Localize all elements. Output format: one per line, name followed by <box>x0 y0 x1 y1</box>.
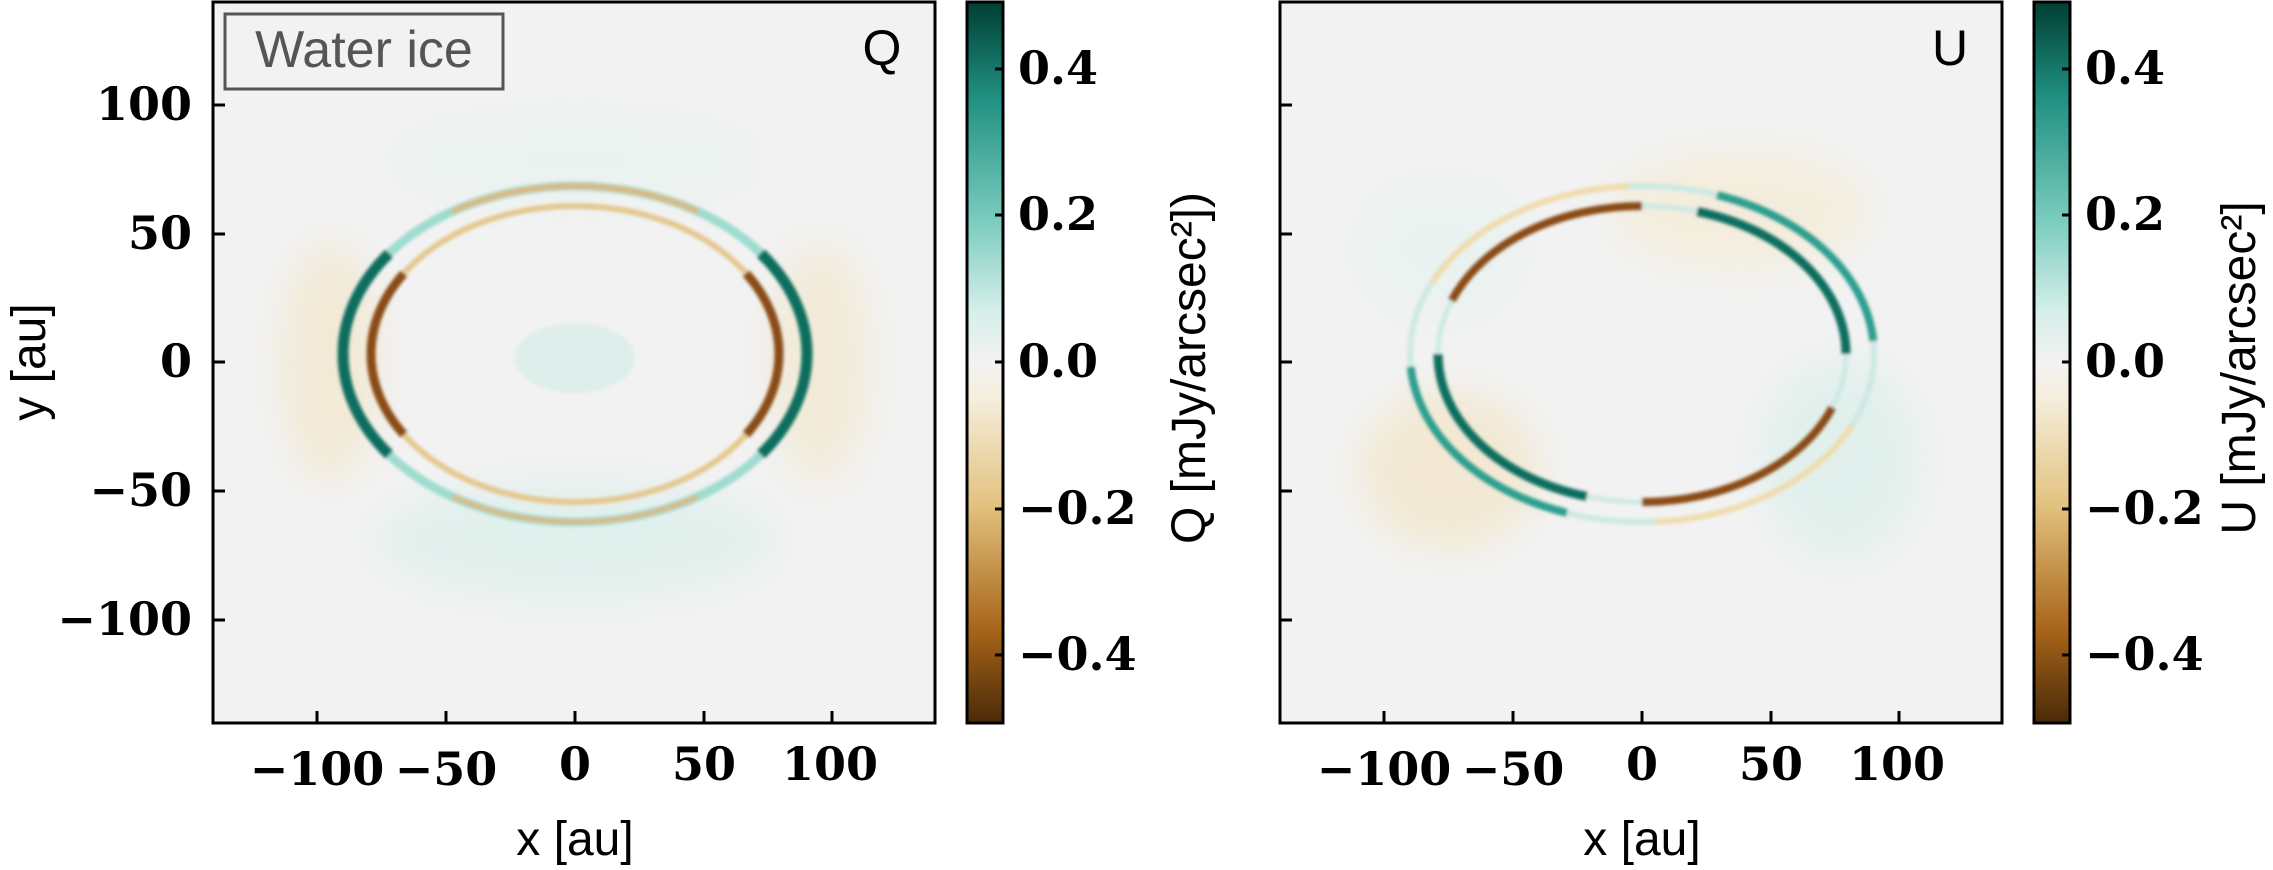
annotation-box <box>223 12 505 91</box>
u-inner-ring-lower-left <box>1433 201 1851 507</box>
q-x-tick-label: 100 <box>782 737 878 791</box>
q-y-tick-label: −50 <box>89 463 192 517</box>
q-x-tick-label: −50 <box>395 742 498 796</box>
u-colorbar-tick-label: −0.2 <box>2085 481 2204 535</box>
u-y-ticks <box>1280 103 1292 622</box>
q-colorbar-tick-label: 0.0 <box>1018 334 1098 388</box>
u-x-tick-label: −50 <box>1462 742 1565 796</box>
q-outer-ring-bottom <box>340 183 810 525</box>
q-inner-ring-left-lobe <box>366 201 784 507</box>
u-colorbar-ticks <box>2062 67 2070 657</box>
q-colorbar-tick-labels: 0.4 0.2 0.0 −0.2 −0.4 <box>1018 41 1137 681</box>
q-y-tick-label: 100 <box>96 77 192 131</box>
u-halo-lower-right <box>1760 360 1920 560</box>
u-x-tick-label: 50 <box>1739 737 1803 791</box>
annotation-text: Water ice <box>255 21 473 79</box>
q-panel-label: Q <box>863 20 902 76</box>
u-x-tick-label: −100 <box>1317 742 1452 796</box>
u-colorbar-tick-label: 0.2 <box>2085 187 2165 241</box>
u-colorbar-tick-label: 0.4 <box>2085 41 2165 95</box>
q-panel: −100 −50 0 50 100 100 50 0 −50 −100 x [a… <box>3 0 1216 866</box>
u-outer-ring-base <box>1407 183 1877 525</box>
q-outer-ring-right-lobe <box>337 180 813 528</box>
q-colorbar-tick-label: −0.4 <box>1018 627 1137 681</box>
q-colorbar-tick-label: 0.2 <box>1018 187 1098 241</box>
q-colorbar-ticks <box>995 67 1003 657</box>
q-y-axis-label: y [au] <box>3 303 56 420</box>
u-colorbar-tick-labels: 0.4 0.2 0.0 −0.2 −0.4 <box>2085 41 2204 681</box>
u-panel-label: U <box>1932 20 1968 76</box>
q-y-tick-labels: 100 50 0 −50 −100 <box>57 77 192 646</box>
q-x-axis-label: x [au] <box>516 813 633 866</box>
q-halo-bottom <box>375 480 775 600</box>
q-outer-ring-left-lobe <box>337 180 813 528</box>
q-x-tick-label: −100 <box>250 742 385 796</box>
q-y-tick-label: −100 <box>57 592 192 646</box>
q-x-tick-label: 0 <box>559 737 591 791</box>
u-x-axis-label: x [au] <box>1583 813 1700 866</box>
q-outer-ring-top <box>340 183 810 525</box>
q-colorbar-tick-label: 0.4 <box>1018 41 1098 95</box>
u-colorbar-tick-label: 0.0 <box>2085 334 2165 388</box>
q-y-ticks <box>213 103 225 622</box>
u-colorbar-tick-label: −0.4 <box>2085 627 2204 681</box>
u-x-tick-label: 0 <box>1626 737 1658 791</box>
q-x-tick-labels: −100 −50 0 50 100 <box>250 737 878 796</box>
u-panel: −100 −50 0 50 100 x [au] U 0.4 0.2 0.0 −… <box>1278 0 2266 866</box>
u-x-tick-label: 100 <box>1849 737 1945 791</box>
u-colorbar-label: U [mJy/arcsec²] <box>2213 201 2266 534</box>
u-halo-upper-right <box>1610 150 1870 270</box>
q-halo-top <box>395 115 755 205</box>
q-colorbar-label: Q [mJy/arcsec²]) <box>1163 192 1216 544</box>
u-inner-ring-upper-right <box>1433 201 1851 507</box>
u-halo-upper-left <box>1360 180 1520 320</box>
u-x-ticks <box>1382 711 1901 723</box>
q-center-blob <box>515 323 635 393</box>
q-y-tick-label: 0 <box>160 334 192 388</box>
u-halo-lower-left <box>1360 390 1540 550</box>
u-plot-background <box>1280 2 2002 723</box>
q-x-ticks <box>315 711 834 723</box>
q-x-tick-label: 50 <box>672 737 736 791</box>
q-colorbar-tick-label: −0.2 <box>1018 481 1137 535</box>
q-inner-ring-right-lobe <box>366 201 784 507</box>
q-y-tick-label: 50 <box>128 206 192 260</box>
u-x-tick-labels: −100 −50 0 50 100 <box>1317 737 1945 796</box>
